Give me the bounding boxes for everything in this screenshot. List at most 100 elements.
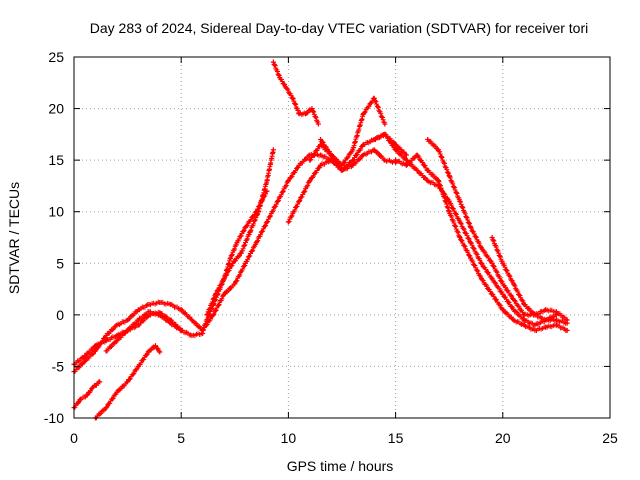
data-point: [146, 348, 152, 354]
data-point: [564, 327, 570, 333]
data-point: [135, 363, 141, 369]
x-tick-label: 15: [388, 430, 404, 446]
data-point: [360, 142, 366, 148]
data-point: [468, 224, 474, 230]
y-tick-label: 0: [56, 307, 64, 323]
series-markers: [425, 137, 570, 323]
data-point: [285, 219, 291, 225]
data-point: [446, 209, 452, 215]
x-tick-label: 25: [602, 430, 618, 446]
data-point: [382, 121, 388, 127]
data-point: [221, 291, 227, 297]
data-point: [234, 240, 240, 246]
data-point: [553, 322, 559, 328]
data-point: [152, 343, 158, 349]
data-point: [500, 281, 506, 287]
data-point: [532, 322, 538, 328]
data-point: [564, 317, 570, 323]
data-point: [270, 147, 276, 153]
data-point: [253, 240, 259, 246]
data-point: [157, 349, 163, 355]
data-point: [489, 235, 495, 240]
data-point: [307, 157, 313, 163]
data-point: [275, 198, 281, 204]
data-point: [200, 327, 206, 333]
data-point: [371, 95, 377, 101]
series-arc-3: [71, 379, 103, 411]
y-axis-label: SDTVAR / TECUs: [6, 182, 22, 294]
data-point: [103, 348, 109, 354]
y-tick-label: -10: [44, 410, 64, 426]
data-point: [521, 302, 527, 308]
data-point: [339, 167, 345, 173]
data-point: [360, 152, 366, 158]
data-point: [500, 291, 506, 297]
series-arc-14: [393, 152, 570, 334]
data-point: [103, 332, 109, 338]
data-point: [114, 389, 120, 395]
data-point: [511, 317, 517, 323]
data-point: [82, 353, 88, 359]
data-point: [290, 95, 296, 101]
data-point: [307, 178, 313, 184]
data-point: [553, 317, 559, 323]
data-point: [360, 111, 366, 117]
data-point: [221, 276, 227, 282]
data-point: [285, 178, 291, 184]
data-point: [468, 255, 474, 261]
y-axis-ticks: -10 -5 0 5 10 15 20 25: [44, 49, 610, 426]
data-point: [296, 162, 302, 168]
data-point: [543, 307, 549, 313]
data-point: [425, 178, 431, 184]
y-tick-label: 5: [56, 255, 64, 271]
data-point: [382, 131, 388, 137]
series-arc-15: [425, 137, 570, 323]
data-point: [264, 178, 270, 184]
grid-lines: [74, 57, 610, 418]
data-point: [178, 327, 184, 333]
data-point: [90, 384, 96, 390]
data-point: [135, 322, 141, 328]
x-tick-label: 0: [70, 430, 78, 446]
data-point: [303, 111, 309, 117]
x-axis-label: GPS time / hours: [287, 458, 394, 474]
data-point: [167, 320, 173, 326]
data-point: [521, 317, 527, 323]
data-point: [532, 312, 538, 318]
chart-title: Day 283 of 2024, Sidereal Day-to-day VTE…: [90, 20, 589, 36]
y-tick-label: 10: [48, 204, 64, 220]
plot-frame: [73, 56, 611, 419]
data-point: [511, 307, 517, 313]
data-point: [255, 209, 261, 215]
x-tick-label: 20: [495, 430, 511, 446]
data-points: [71, 59, 570, 421]
y-tick-label: -5: [52, 358, 65, 374]
data-point: [232, 281, 238, 287]
data-point: [435, 147, 441, 153]
data-point: [457, 235, 463, 240]
data-point: [543, 324, 549, 330]
data-point: [532, 327, 538, 333]
series-arc-16: [489, 235, 559, 323]
data-point: [478, 276, 484, 282]
data-point: [500, 307, 506, 313]
data-point: [500, 260, 506, 266]
series-markers: [270, 59, 321, 127]
data-point: [393, 147, 399, 153]
data-point: [77, 396, 83, 402]
data-point: [435, 178, 441, 184]
data-point: [393, 157, 399, 163]
data-point: [92, 343, 98, 349]
series-arc-8: [204, 147, 276, 318]
data-point: [425, 137, 431, 143]
data-point: [103, 338, 109, 344]
data-point: [414, 152, 420, 158]
data-point: [167, 302, 173, 308]
data-point: [114, 338, 120, 344]
data-point: [270, 59, 276, 65]
series-arc-4: [92, 343, 163, 421]
data-point: [97, 379, 103, 385]
series-arc-9: [270, 59, 321, 127]
data-point: [543, 317, 549, 323]
